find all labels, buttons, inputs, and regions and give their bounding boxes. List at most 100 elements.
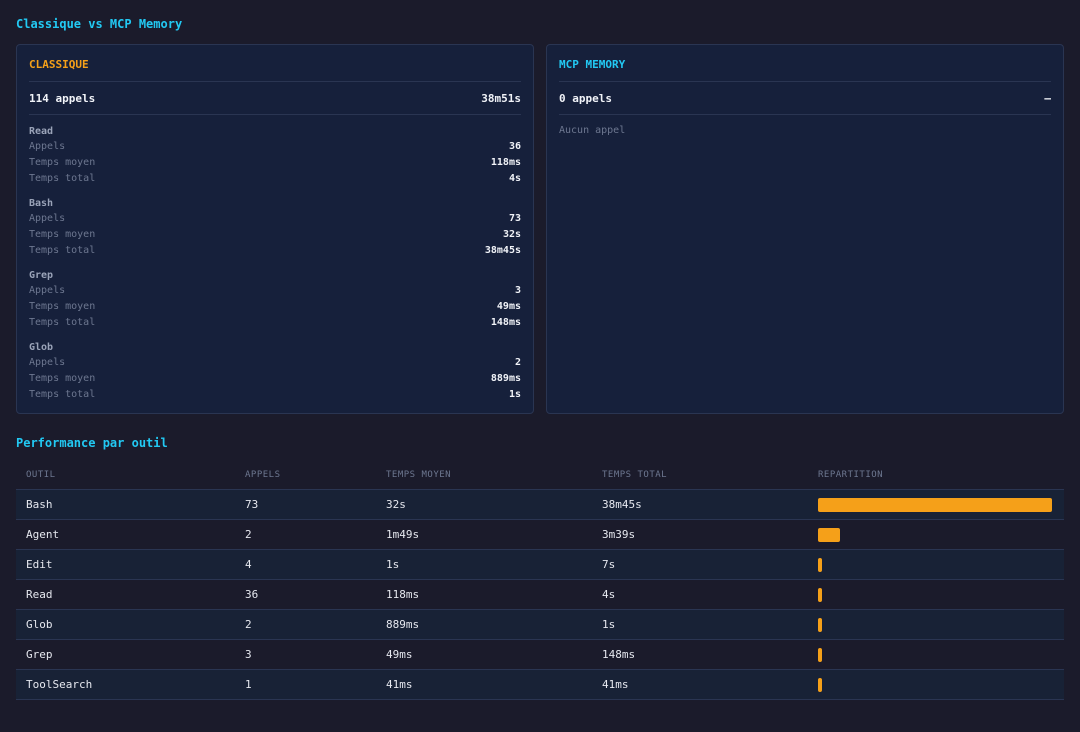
cell-calls: 1: [235, 669, 376, 700]
table-row[interactable]: Edit 4 1s 7s: [16, 549, 1064, 580]
table-row[interactable]: Agent 2 1m49s 3m39s: [16, 519, 1064, 550]
col-header-calls[interactable]: APPELS: [235, 460, 376, 490]
cell-total: 38m45s: [592, 489, 808, 520]
cell-tool: Read: [16, 579, 235, 610]
cell-share: [808, 639, 1064, 670]
classic-metric-row: Temps total 1s: [29, 387, 521, 403]
share-bar-track: [818, 497, 1052, 512]
cell-calls: 73: [235, 489, 376, 520]
metric-value: 148ms: [490, 317, 521, 328]
classic-metric-row: Temps moyen 32s: [29, 227, 521, 243]
share-bar: [818, 497, 1052, 512]
mcp-title: MCP MEMORY: [559, 45, 1051, 82]
share-bar-track: [818, 587, 1052, 602]
metric-label: Temps moyen: [29, 157, 96, 168]
cell-avg: 41ms: [376, 669, 592, 700]
col-header-total[interactable]: TEMPS TOTAL: [592, 460, 808, 490]
classic-summary: 114 appels 38m51s: [29, 82, 521, 115]
metric-value: 889ms: [490, 373, 521, 384]
metric-label: Temps total: [29, 317, 96, 328]
classic-metric-row: Appels 3: [29, 283, 521, 299]
col-header-share[interactable]: REPARTITION: [808, 460, 1064, 490]
classic-metric-row: Appels 36: [29, 139, 521, 155]
cell-tool: Agent: [16, 519, 235, 550]
classic-duration: 38m51s: [481, 92, 521, 105]
share-bar-track: [818, 617, 1052, 632]
performance-table: OUTIL APPELS TEMPS MOYEN TEMPS TOTAL REP…: [16, 460, 1064, 700]
classic-metric-row: Temps total 38m45s: [29, 243, 521, 259]
classic-tool-name: Glob: [29, 342, 54, 353]
cell-calls: 36: [235, 579, 376, 610]
metric-label: Temps total: [29, 173, 96, 184]
cell-avg: 49ms: [376, 639, 592, 670]
metric-label: Temps moyen: [29, 373, 96, 384]
share-bar-track: [818, 677, 1052, 692]
metric-value: 4s: [508, 173, 521, 184]
classic-panel: CLASSIQUE 114 appels 38m51s Read Appels 36…: [16, 44, 534, 414]
classic-tool-name: Bash: [29, 198, 54, 209]
metric-value: 73: [508, 213, 521, 224]
metric-label: Appels: [29, 357, 66, 368]
classic-metric-row: Temps total 4s: [29, 171, 521, 187]
cell-total: 1s: [592, 609, 808, 640]
cell-share: [808, 609, 1064, 640]
metric-value: 38m45s: [484, 245, 521, 256]
metric-value: 36: [508, 141, 521, 152]
table-body: Bash 73 32s 38m45s Agent 2 1m49s 3m39s Edit 4 1s 7s…: [16, 489, 1064, 700]
cell-avg: 32s: [376, 489, 592, 520]
share-bar: [818, 557, 822, 572]
col-header-avg[interactable]: TEMPS MOYEN: [376, 460, 592, 490]
metric-value: 32s: [502, 229, 521, 240]
mcp-summary: 0 appels —: [559, 82, 1051, 115]
classic-tool-name: Grep: [29, 270, 54, 281]
cell-tool: Glob: [16, 609, 235, 640]
cell-avg: 889ms: [376, 609, 592, 640]
metric-label: Appels: [29, 285, 66, 296]
cell-total: 7s: [592, 549, 808, 580]
cell-calls: 4: [235, 549, 376, 580]
table-row[interactable]: Bash 73 32s 38m45s: [16, 489, 1064, 520]
cell-share: [808, 489, 1064, 520]
cell-total: 41ms: [592, 669, 808, 700]
share-bar: [818, 587, 822, 602]
share-bar: [818, 617, 822, 632]
cell-total: 148ms: [592, 639, 808, 670]
cell-tool: Bash: [16, 489, 235, 520]
metric-value: 49ms: [496, 301, 521, 312]
classic-metric-row: Appels 2: [29, 355, 521, 371]
classic-tool-name: Read: [29, 126, 54, 137]
table-row[interactable]: Grep 3 49ms 148ms: [16, 639, 1064, 670]
classic-calls: 114 appels: [29, 92, 96, 105]
share-bar: [818, 647, 822, 662]
cell-tool: Edit: [16, 549, 235, 580]
mcp-calls: 0 appels: [559, 92, 612, 105]
cell-avg: 118ms: [376, 579, 592, 610]
performance-title: Performance par outil: [16, 436, 168, 450]
cell-calls: 3: [235, 639, 376, 670]
share-bar: [818, 677, 822, 692]
metric-value: 2: [514, 357, 521, 368]
table-row[interactable]: Glob 2 889ms 1s: [16, 609, 1064, 640]
classic-metric-row: Temps moyen 49ms: [29, 299, 521, 315]
classic-metric-row: Temps total 148ms: [29, 315, 521, 331]
cell-tool: Grep: [16, 639, 235, 670]
cell-total: 4s: [592, 579, 808, 610]
share-bar-track: [818, 527, 1052, 542]
share-bar-track: [818, 557, 1052, 572]
classic-tool-list: Read Appels 36 Temps moyen 118ms Temps total 4…: [29, 125, 521, 403]
metric-value: 1s: [508, 389, 521, 400]
metric-label: Temps total: [29, 245, 96, 256]
metric-label: Appels: [29, 213, 66, 224]
table-row[interactable]: ToolSearch 1 41ms 41ms: [16, 669, 1064, 700]
cell-share: [808, 579, 1064, 610]
col-header-tool[interactable]: OUTIL: [16, 460, 235, 490]
cell-share: [808, 549, 1064, 580]
comparison-title: Classique vs MCP Memory: [16, 17, 183, 31]
share-bar-track: [818, 647, 1052, 662]
cell-share: [808, 669, 1064, 700]
metric-label: Temps total: [29, 389, 96, 400]
table-row[interactable]: Read 36 118ms 4s: [16, 579, 1064, 610]
mcp-panel: MCP MEMORY 0 appels — Aucun appel: [546, 44, 1064, 414]
cell-calls: 2: [235, 609, 376, 640]
metric-value: 118ms: [490, 157, 521, 168]
